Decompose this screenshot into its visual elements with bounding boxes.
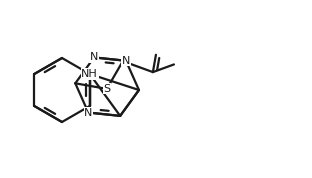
Text: N: N xyxy=(122,56,130,66)
Text: NH: NH xyxy=(81,69,98,79)
Text: S: S xyxy=(103,84,110,94)
Text: N: N xyxy=(90,53,98,62)
Text: N: N xyxy=(84,108,93,117)
